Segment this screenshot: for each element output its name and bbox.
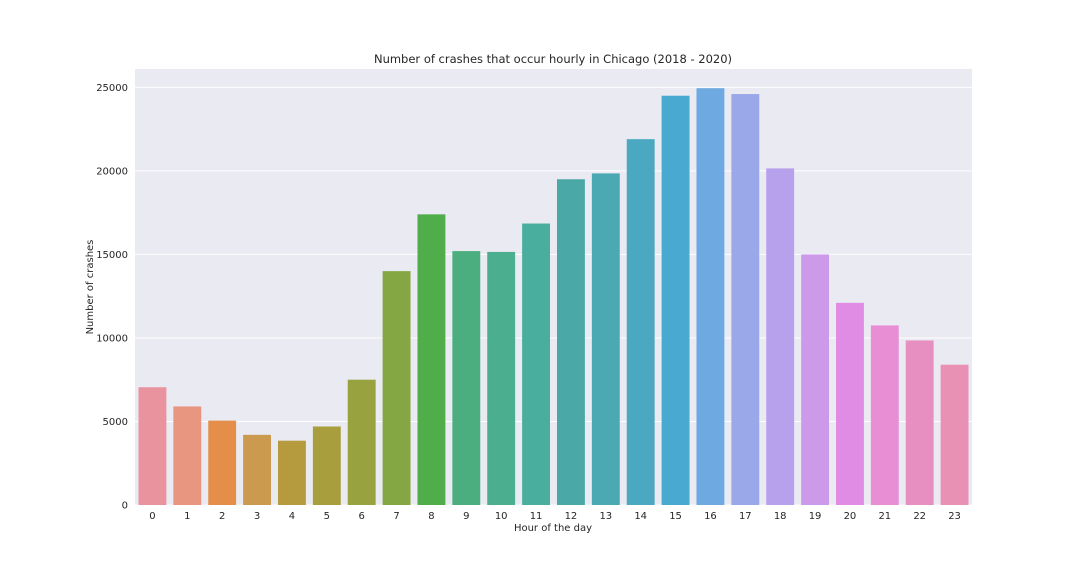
x-tick-labels: 0 1 2 3 4 5 6 7 8 9 10 11 12 13 14 15 16 17 18 19 20 21 22 23 — [149, 511, 961, 522]
bar-hour-11 — [522, 223, 551, 506]
bar-hour-17 — [731, 94, 760, 506]
bar-hour-21 — [870, 325, 899, 505]
bar-hour-0 — [138, 387, 167, 505]
y-tick-label: 20000 — [96, 166, 128, 177]
bar-hour-9 — [452, 251, 481, 505]
bar-hour-4 — [277, 440, 306, 505]
x-tick-label: 21 — [878, 511, 891, 522]
x-tick-label: 18 — [774, 511, 787, 522]
bar-hour-8 — [417, 214, 446, 506]
bar-hour-15 — [661, 95, 690, 505]
x-tick-label: 8 — [428, 511, 434, 522]
bar-hour-18 — [766, 168, 795, 505]
y-tick-label: 15000 — [96, 250, 128, 261]
x-tick-label: 13 — [599, 511, 612, 522]
x-tick-label: 12 — [565, 511, 578, 522]
bar-hour-20 — [835, 302, 864, 505]
x-tick-label: 5 — [324, 511, 330, 522]
x-tick-label: 1 — [184, 511, 190, 522]
x-tick-label: 22 — [913, 511, 926, 522]
bar-hour-3 — [243, 434, 272, 505]
x-tick-label: 4 — [289, 511, 295, 522]
y-tick-label: 10000 — [96, 333, 128, 344]
bar-hour-2 — [208, 420, 237, 505]
bar-hour-23 — [940, 364, 969, 505]
y-axis-label: Number of crashes — [85, 240, 96, 335]
x-tick-label: 19 — [809, 511, 822, 522]
x-tick-label: 16 — [704, 511, 717, 522]
y-tick-label: 25000 — [96, 83, 128, 94]
x-tick-label: 14 — [634, 511, 647, 522]
bar-hour-6 — [347, 379, 376, 505]
x-tick-label: 20 — [844, 511, 857, 522]
x-tick-label: 23 — [948, 511, 961, 522]
bars — [138, 88, 969, 506]
bar-hour-13 — [591, 173, 620, 505]
y-tick-label: 0 — [122, 501, 128, 512]
bar-hour-14 — [626, 139, 655, 505]
y-tick-labels: 0 5000 10000 15000 20000 25000 — [96, 83, 128, 512]
x-tick-label: 2 — [219, 511, 225, 522]
x-tick-label: 7 — [393, 511, 399, 522]
gridlines — [135, 86, 972, 506]
bar-hour-10 — [487, 251, 516, 505]
bar-hour-1 — [173, 406, 202, 505]
bar-hour-5 — [312, 426, 341, 505]
x-tick-label: 6 — [359, 511, 365, 522]
x-tick-label: 10 — [495, 511, 508, 522]
bar-hour-16 — [696, 88, 725, 506]
chart-title: Number of crashes that occur hourly in C… — [374, 52, 732, 66]
x-axis-label: Hour of the day — [514, 523, 592, 534]
bar-hour-19 — [801, 254, 830, 505]
x-tick-label: 9 — [463, 511, 469, 522]
plot-background — [135, 69, 972, 505]
x-tick-label: 17 — [739, 511, 752, 522]
x-tick-label: 15 — [669, 511, 682, 522]
x-tick-label: 3 — [254, 511, 260, 522]
x-tick-label: 0 — [149, 511, 155, 522]
bar-hour-7 — [382, 271, 411, 505]
x-tick-label: 11 — [530, 511, 543, 522]
y-tick-label: 5000 — [103, 417, 128, 428]
bar-hour-12 — [556, 179, 585, 505]
bar-hour-22 — [905, 340, 934, 505]
